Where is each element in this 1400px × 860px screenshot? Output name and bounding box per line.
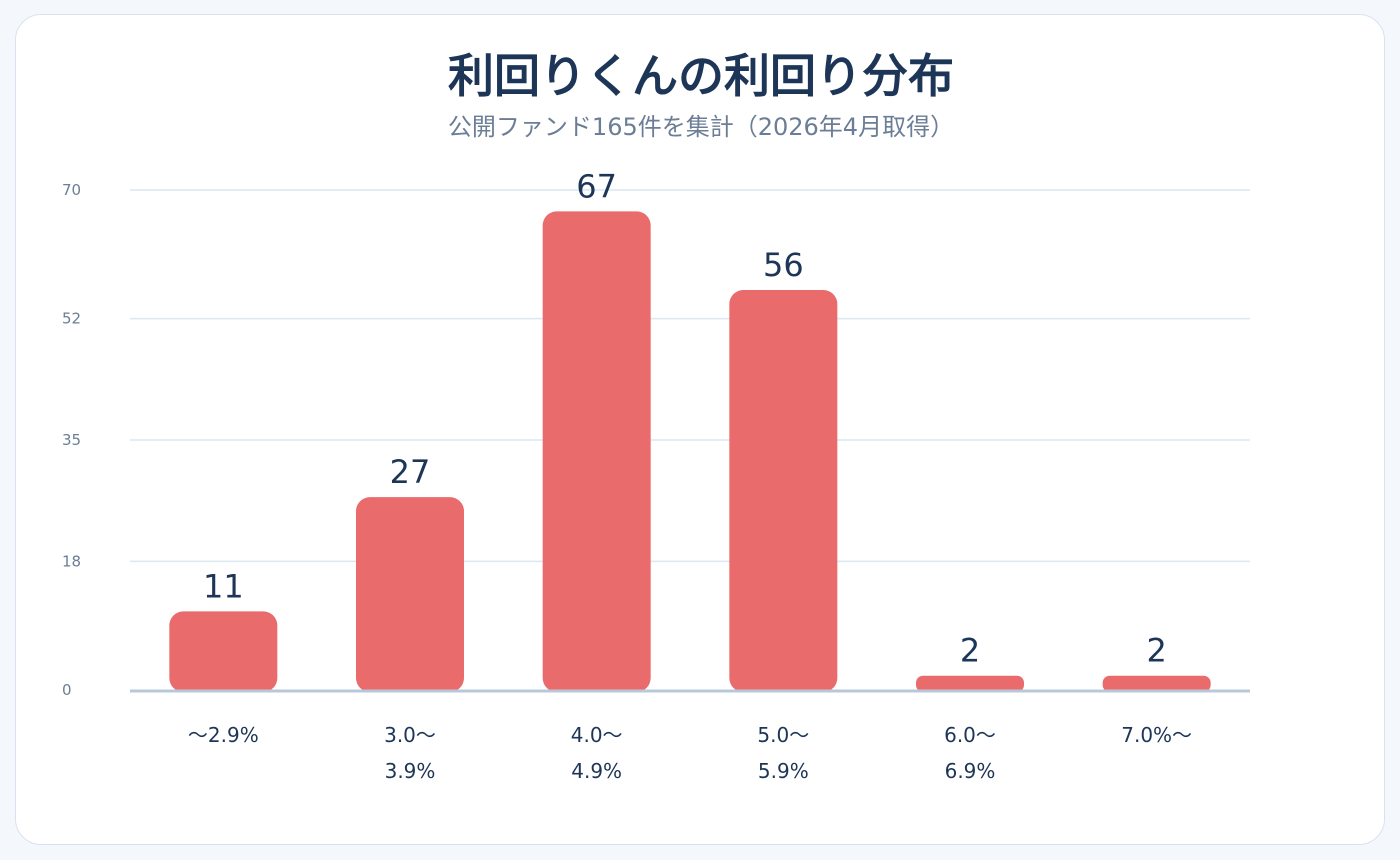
chart-subtitle: 公開ファンド165件を集計（2026年4月取得）	[447, 113, 955, 141]
bar-value-label: 27	[390, 453, 431, 491]
bar-value-label: 2	[1146, 632, 1166, 670]
y-tick-label: 35	[62, 431, 81, 449]
chart-title: 利回りくんの利回り分布	[448, 49, 954, 103]
bar	[169, 611, 278, 692]
bar-value-label: 67	[576, 167, 617, 205]
x-tick-label: 5.0〜	[757, 723, 809, 747]
bar-value-label: 56	[763, 246, 804, 284]
y-tick-label: 52	[62, 310, 81, 328]
bar-value-label: 11	[203, 567, 244, 605]
x-tick-label: 4.0〜	[571, 723, 623, 747]
x-tick-label: 6.9%	[945, 759, 996, 783]
chart-card: 利回りくんの利回り分布 公開ファンド165件を集計（2026年4月取得）	[15, 14, 1385, 845]
x-tick-label: 3.0〜	[384, 723, 436, 747]
x-tick-label: 3.9%	[385, 759, 436, 783]
bar	[542, 211, 651, 692]
bar	[356, 497, 464, 692]
bar	[729, 290, 838, 692]
y-tick-label: 70	[62, 181, 81, 199]
x-tick-label: 4.9%	[571, 759, 622, 783]
bar	[916, 675, 1024, 692]
y-tick-label: 18	[62, 552, 81, 570]
x-tick-label: 〜2.9%	[188, 723, 259, 747]
y-tick-label: 0	[62, 681, 72, 699]
x-tick-label: 6.0〜	[944, 723, 996, 747]
x-tick-label: 7.0%〜	[1121, 723, 1192, 747]
bar-value-label: 2	[960, 632, 980, 670]
bar	[1102, 675, 1211, 692]
x-tick-label: 5.9%	[758, 759, 809, 783]
